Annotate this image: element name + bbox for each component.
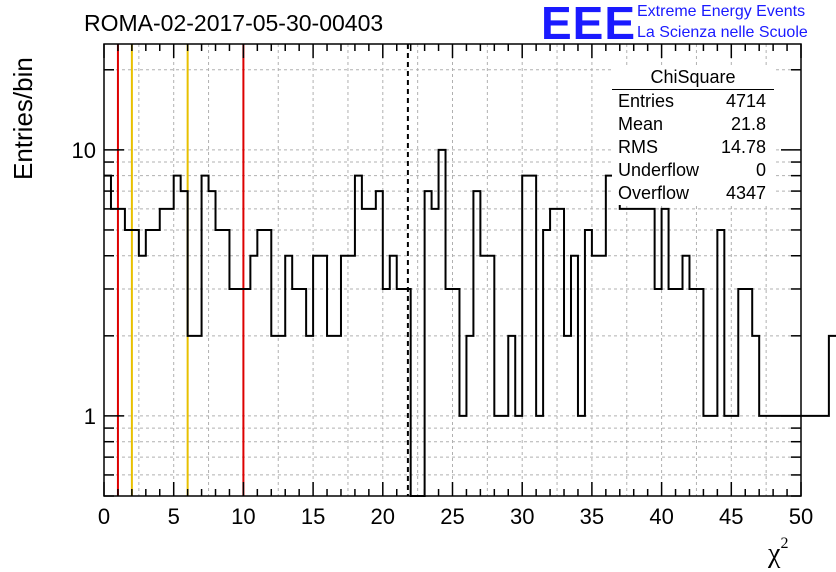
- stats-label: Underflow: [618, 160, 700, 180]
- x-tick-label: 45: [719, 504, 743, 529]
- x-tick-label: 15: [301, 504, 325, 529]
- y-tick-label: 10: [72, 138, 96, 163]
- x-tick-label: 0: [98, 504, 110, 529]
- chart-title: ROMA-02-2017-05-30-00403: [84, 10, 384, 36]
- x-tick-label: 50: [789, 504, 813, 529]
- x-axis-label: χ2: [768, 534, 789, 570]
- y-tick-labels: 1 10: [72, 138, 96, 429]
- stats-row-underflow: Underflow 0: [612, 159, 774, 182]
- x-tick-label: 30: [510, 504, 534, 529]
- x-tick-labels: 0 5 10 15 20 25 30 35 40 45 50: [98, 504, 813, 529]
- histogram-line: [104, 148, 836, 497]
- x-tick-label: 20: [371, 504, 395, 529]
- stats-label: RMS: [618, 137, 658, 157]
- stats-value: 14.78: [720, 137, 766, 157]
- stats-row-rms: RMS 14.78: [612, 136, 774, 159]
- axis-ticks: [103, 44, 802, 497]
- logo-line-2: La Scienza nelle Scuole: [637, 24, 808, 41]
- stats-label: Overflow: [618, 183, 690, 203]
- stats-row-overflow: Overflow 4347: [612, 182, 774, 205]
- stats-value: 21.8: [730, 114, 766, 134]
- x-axis-label-text: χ: [768, 538, 781, 569]
- eee-logo: EEE: [541, 0, 637, 49]
- x-tick-label: 40: [649, 504, 673, 529]
- logo-line-1: Extreme Energy Events: [637, 3, 806, 20]
- stats-value: 4347: [725, 183, 766, 203]
- y-tick-label: 1: [84, 404, 96, 429]
- stats-value: 0: [755, 160, 766, 180]
- stats-row-entries: Entries 4714: [612, 90, 774, 113]
- stats-value: 4714: [725, 91, 766, 111]
- stats-box: ChiSquare Entries 4714 Mean 21.8 RMS 14.78 …: [612, 66, 774, 205]
- x-tick-label: 35: [580, 504, 604, 529]
- x-tick-label: 10: [231, 504, 255, 529]
- x-tick-label: 25: [440, 504, 464, 529]
- x-axis-label-superscript: 2: [780, 534, 789, 552]
- stats-title: ChiSquare: [612, 66, 774, 90]
- stats-row-mean: Mean 21.8: [612, 113, 774, 136]
- stats-label: Mean: [618, 114, 664, 134]
- stats-label: Entries: [618, 91, 675, 111]
- x-tick-label: 5: [168, 504, 180, 529]
- y-axis-label: Entries/bin: [8, 57, 38, 180]
